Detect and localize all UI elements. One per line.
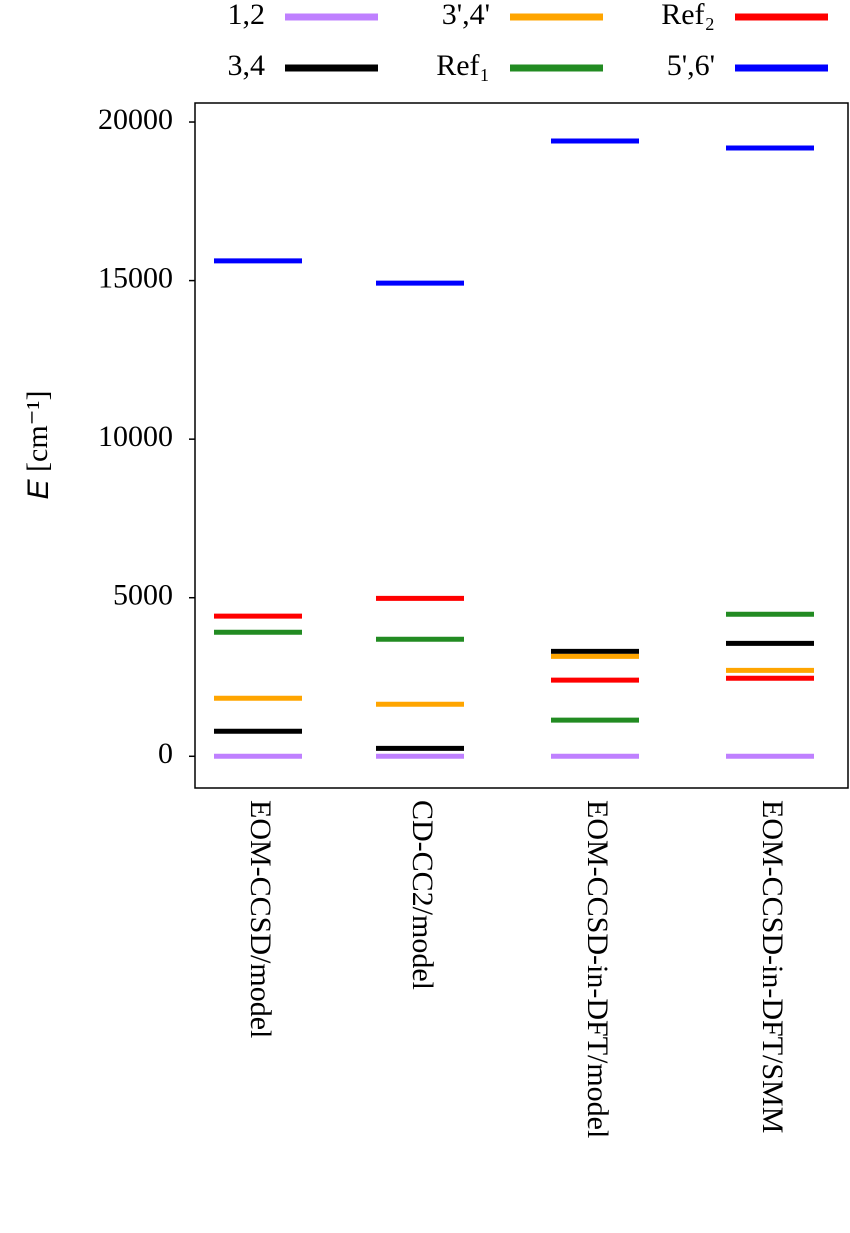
legend-label: 5',6': [667, 49, 715, 82]
legend-label: 3,4: [228, 49, 266, 82]
plot-frame: [194, 102, 849, 789]
y-label-unit: [cm⁻¹]: [21, 391, 54, 472]
y-label-symbol: E: [22, 478, 55, 499]
x-tick-label: EOM-CCSD-in-DFT/model: [581, 800, 614, 1138]
y-tick-label: 10000: [98, 420, 173, 453]
y-axis-label: E [cm⁻¹]: [21, 391, 55, 500]
legend-label: Ref₂: [661, 0, 715, 31]
x-tick-label: EOM-CCSD/model: [244, 800, 277, 1038]
y-tick-label: 5000: [113, 579, 173, 612]
y-tick-label: 20000: [98, 103, 173, 136]
x-tick-label: CD-CC2/model: [406, 800, 439, 990]
legend-label: 3',4': [442, 0, 490, 31]
y-tick-label: 15000: [98, 261, 173, 294]
x-tick-label: EOM-CCSD-in-DFT/SMM: [756, 800, 789, 1133]
y-tick-label: 0: [158, 737, 173, 770]
legend-label: Ref₁: [436, 49, 490, 82]
legend-label: 1,2: [228, 0, 266, 31]
